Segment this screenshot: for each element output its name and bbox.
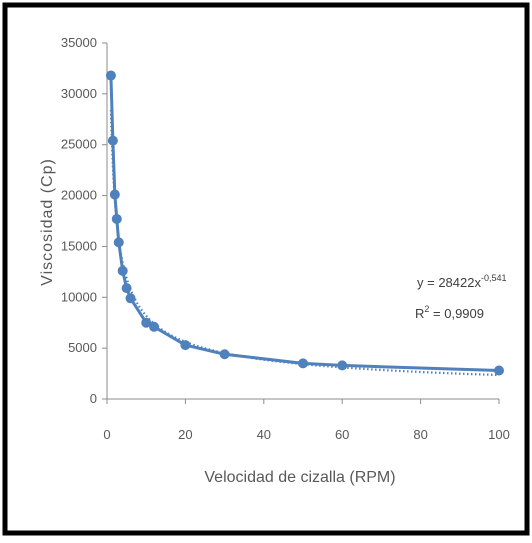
- r-squared-label: R2 = 0,9909: [415, 304, 484, 321]
- equation-exponent: -0,541: [481, 273, 507, 283]
- data-point: [494, 365, 504, 376]
- y-tick-label: 15000: [61, 238, 97, 253]
- data-point: [111, 213, 122, 224]
- y-tick-label: 35000: [61, 35, 97, 50]
- x-tick-label: 60: [335, 427, 349, 442]
- data-point: [109, 189, 120, 200]
- axes: [102, 42, 500, 404]
- r2-power: 2: [424, 304, 429, 314]
- data-point: [298, 358, 308, 369]
- x-tick-label: 80: [413, 427, 427, 442]
- y-tick-labels: 0 5000 10000 15000 20000 25000 30000 35000: [61, 35, 97, 406]
- data-point: [107, 135, 118, 146]
- trendline-equation: y = 28422x-0,541: [417, 273, 507, 290]
- data-point: [219, 349, 230, 360]
- data-point: [113, 237, 124, 248]
- y-axis-title: Viscosidad (Cp): [39, 158, 56, 286]
- x-tick-labels: 0 20 40 60 80 100: [103, 427, 509, 442]
- y-tick-label: 5000: [68, 340, 97, 355]
- x-axis-title: Velocidad de cizalla (RPM): [204, 469, 395, 486]
- outer-border: [2, 2, 530, 536]
- y-tick-label: 30000: [61, 86, 97, 101]
- data-point: [141, 317, 152, 328]
- data-point: [117, 265, 128, 276]
- y-tick-label: 20000: [61, 188, 97, 203]
- data-point: [180, 340, 191, 351]
- data-point: [105, 70, 116, 81]
- data-point: [125, 293, 136, 304]
- data-point: [121, 283, 132, 294]
- r2-value: = 0,9909: [429, 306, 484, 321]
- equation-main: y = 28422x: [417, 275, 481, 290]
- y-tick-label: 0: [90, 391, 97, 406]
- y-tick-label: 25000: [61, 137, 97, 152]
- x-tick-label: 0: [103, 427, 110, 442]
- x-tick-label: 100: [488, 427, 510, 442]
- x-tick-label: 40: [257, 427, 271, 442]
- r2-letter: R: [415, 306, 424, 321]
- data-point: [149, 321, 160, 332]
- data-series: [105, 70, 504, 376]
- data-point: [337, 360, 348, 371]
- y-tick-label: 10000: [61, 289, 97, 304]
- x-tick-label: 20: [178, 427, 192, 442]
